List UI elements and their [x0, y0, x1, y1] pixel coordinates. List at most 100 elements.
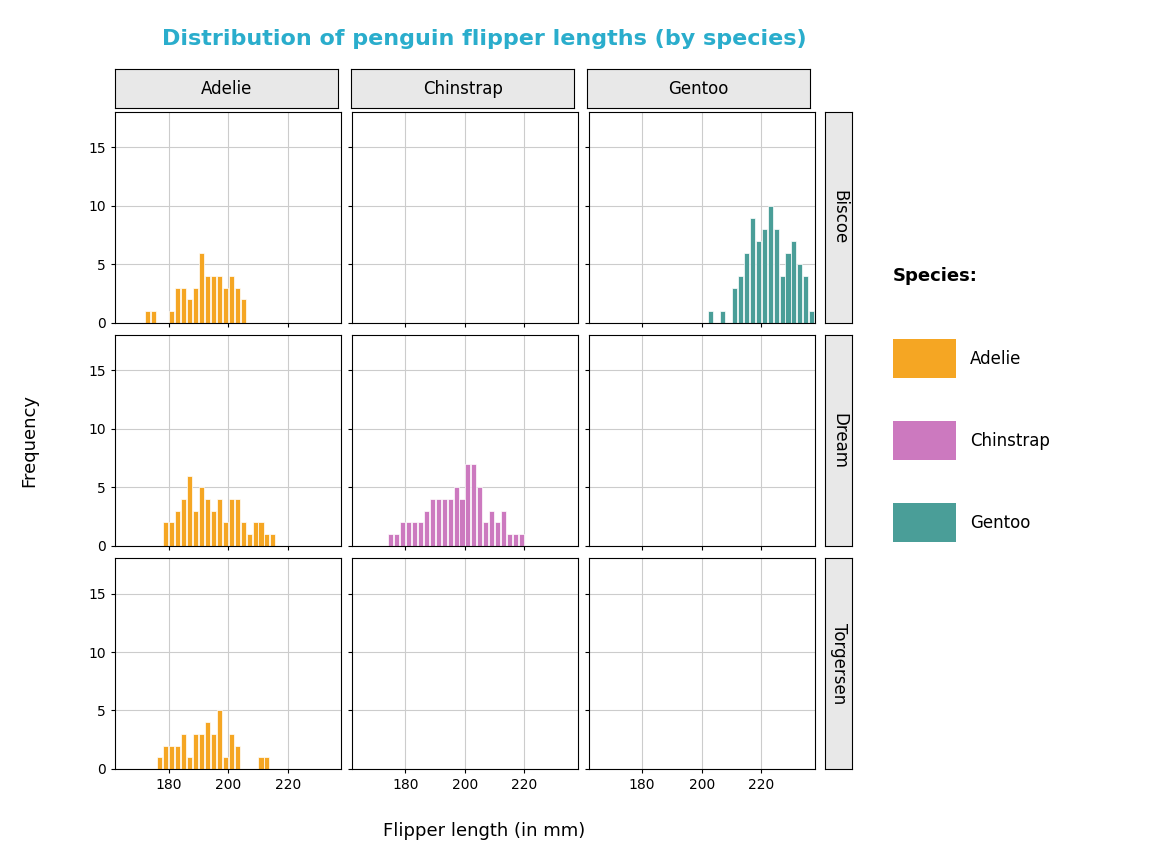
Bar — [199, 252, 204, 323]
Bar — [151, 311, 157, 323]
Bar — [513, 534, 518, 546]
Bar — [211, 511, 215, 546]
Bar — [797, 264, 803, 323]
Bar — [181, 288, 187, 323]
Bar — [761, 229, 767, 323]
Bar — [465, 464, 470, 546]
Bar — [737, 276, 743, 323]
Bar — [803, 276, 809, 323]
Text: Adelie: Adelie — [970, 350, 1022, 367]
Bar — [756, 241, 760, 323]
Bar — [520, 534, 524, 546]
Bar — [241, 300, 245, 323]
Bar — [424, 511, 429, 546]
Bar — [241, 523, 245, 546]
Bar — [229, 734, 234, 769]
Bar — [194, 511, 198, 546]
Text: Dream: Dream — [829, 413, 848, 468]
Bar — [786, 252, 790, 323]
Bar — [211, 734, 215, 769]
Bar — [175, 511, 180, 546]
Bar — [708, 311, 713, 323]
Text: Frequency: Frequency — [20, 394, 38, 487]
Bar — [187, 300, 192, 323]
Bar — [394, 534, 399, 546]
Bar — [229, 276, 234, 323]
Bar — [205, 276, 210, 323]
Bar — [418, 523, 423, 546]
Bar — [732, 288, 737, 323]
Bar — [145, 311, 151, 323]
Bar — [430, 499, 434, 546]
Text: Torgersen: Torgersen — [829, 623, 848, 704]
Text: Distribution of penguin flipper lengths (by species): Distribution of penguin flipper lengths … — [161, 29, 806, 49]
Bar — [235, 746, 240, 769]
Text: Gentoo: Gentoo — [970, 514, 1030, 531]
Text: Gentoo: Gentoo — [668, 79, 729, 98]
Bar — [258, 757, 264, 769]
Bar — [406, 523, 411, 546]
Bar — [175, 746, 180, 769]
Bar — [744, 252, 749, 323]
Bar — [265, 757, 270, 769]
Bar — [217, 710, 222, 769]
Bar — [158, 757, 162, 769]
Bar — [222, 757, 228, 769]
Bar — [258, 523, 264, 546]
Bar — [400, 523, 406, 546]
Bar — [217, 276, 222, 323]
Bar — [181, 499, 187, 546]
Bar — [222, 523, 228, 546]
Bar — [229, 499, 234, 546]
Bar — [750, 218, 755, 323]
Bar — [471, 464, 477, 546]
Bar — [780, 276, 785, 323]
Bar — [495, 523, 500, 546]
Bar — [773, 229, 779, 323]
Bar — [187, 757, 192, 769]
Bar — [169, 746, 174, 769]
Bar — [265, 534, 270, 546]
Bar — [194, 288, 198, 323]
Bar — [271, 534, 275, 546]
Bar — [187, 476, 192, 546]
Bar — [767, 206, 773, 323]
Bar — [247, 534, 251, 546]
Bar — [169, 311, 174, 323]
Text: Flipper length (in mm): Flipper length (in mm) — [382, 823, 585, 840]
Bar — [211, 276, 215, 323]
Bar — [205, 499, 210, 546]
Bar — [222, 288, 228, 323]
Bar — [181, 734, 187, 769]
Bar — [501, 511, 506, 546]
Bar — [199, 734, 204, 769]
Bar — [454, 487, 458, 546]
Bar — [507, 534, 513, 546]
Text: Adelie: Adelie — [200, 79, 252, 98]
Text: Chinstrap: Chinstrap — [423, 79, 502, 98]
Bar — [435, 499, 441, 546]
Bar — [441, 499, 447, 546]
Bar — [164, 746, 168, 769]
Bar — [388, 534, 393, 546]
Bar — [448, 499, 453, 546]
Bar — [205, 722, 210, 769]
Bar — [809, 311, 814, 323]
Text: Chinstrap: Chinstrap — [970, 432, 1049, 449]
Bar — [235, 288, 240, 323]
Bar — [490, 511, 494, 546]
Bar — [477, 487, 483, 546]
Bar — [791, 241, 796, 323]
Text: Biscoe: Biscoe — [829, 190, 848, 245]
Bar — [484, 523, 488, 546]
Bar — [169, 523, 174, 546]
Bar — [720, 311, 725, 323]
Bar — [252, 523, 258, 546]
Bar — [460, 499, 464, 546]
Bar — [412, 523, 417, 546]
Bar — [194, 734, 198, 769]
Bar — [164, 523, 168, 546]
Bar — [235, 499, 240, 546]
Bar — [199, 487, 204, 546]
Bar — [175, 288, 180, 323]
